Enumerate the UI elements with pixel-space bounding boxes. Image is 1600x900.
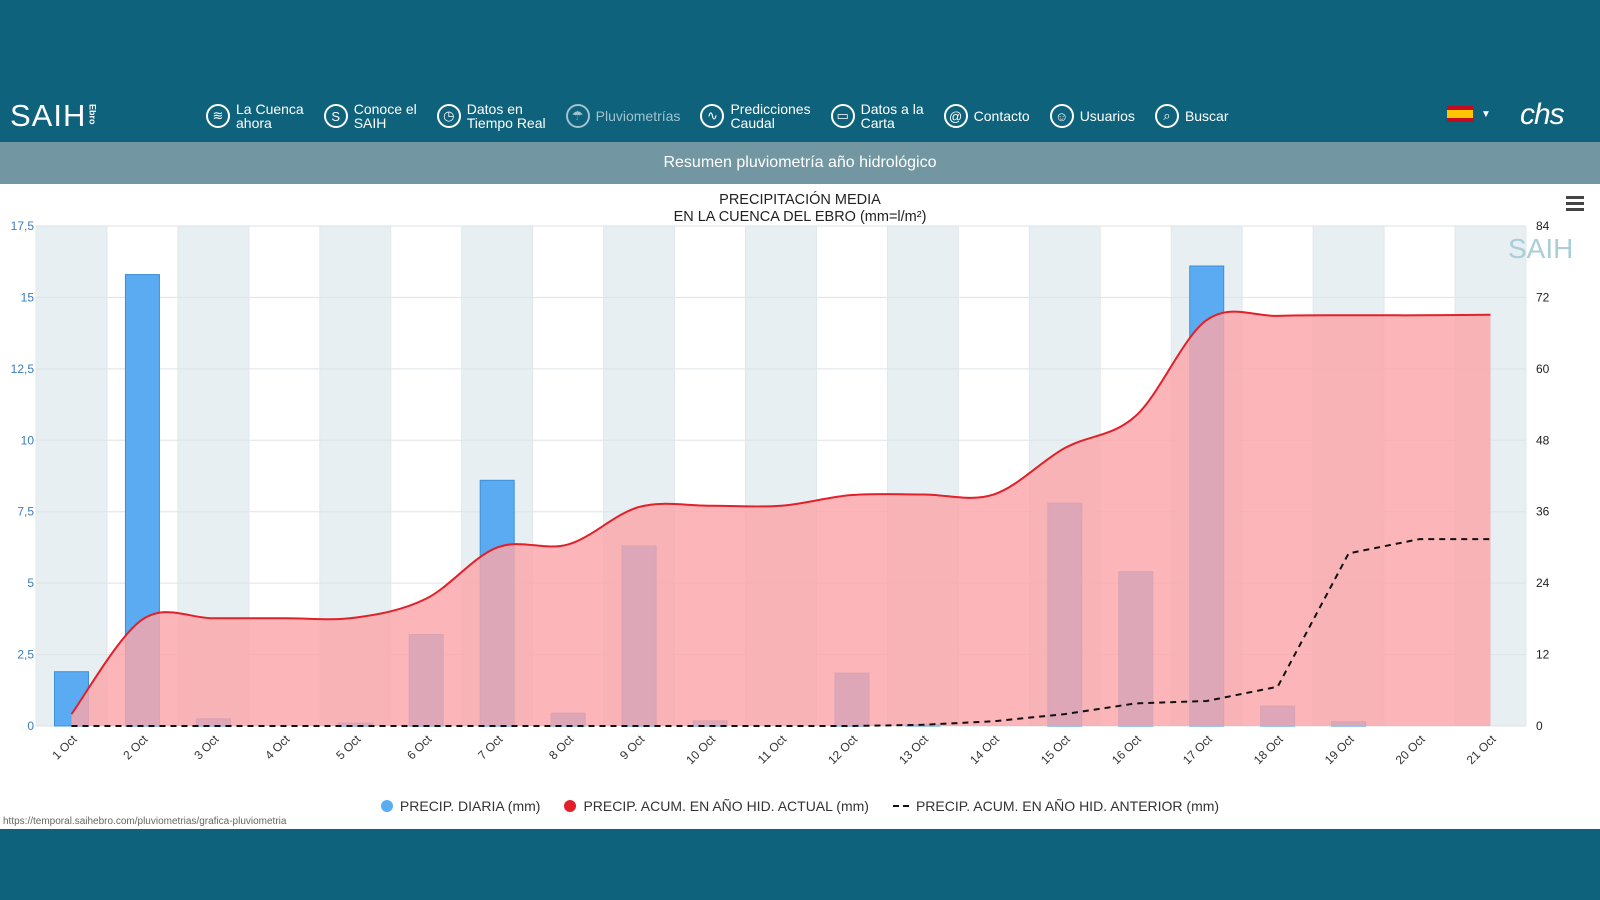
y-right-tick-label: 24 [1536, 576, 1550, 590]
x-tick-label: 6 Oct [404, 732, 435, 763]
umbrella-icon: ☂ [565, 104, 590, 128]
x-tick-label: 3 Oct [191, 732, 222, 763]
legend-item-diaria[interactable]: PRECIP. DIARIA (mm) [380, 798, 541, 814]
nav-item-datos-carta[interactable]: ▭ Datos a la Carta [830, 101, 924, 131]
nav-label-la-cuenca: La Cuenca ahora [236, 101, 304, 131]
nav-item-buscar[interactable]: ⌕ Buscar [1154, 104, 1229, 128]
legend-item-anterior[interactable]: PRECIP. ACUM. EN AÑO HID. ANTERIOR (mm) [892, 798, 1220, 814]
x-tick-label: 14 Oct [967, 732, 1002, 767]
x-tick-label: 13 Oct [896, 732, 931, 767]
y-left-tick-label: 0 [27, 719, 34, 733]
y-right-tick-label: 60 [1536, 362, 1550, 376]
y-left-tick-label: 7,5 [17, 505, 34, 519]
x-tick-label: 10 Oct [683, 732, 718, 767]
x-tick-label: 20 Oct [1393, 732, 1428, 767]
user-icon: ☺ [1049, 104, 1074, 128]
chart-legend: PRECIP. DIARIA (mm) PRECIP. ACUM. EN AÑO… [0, 798, 1600, 814]
x-tick-label: 9 Oct [617, 732, 648, 763]
top-navigation-bar: SAIH Ebro ≋ La Cuenca ahora S Conoce el SAI… [0, 0, 1600, 142]
chart-menu-button[interactable] [1566, 196, 1584, 214]
y-left-tick-label: 10 [21, 433, 35, 447]
page-url: https://temporal.saihebro.com/pluviometr… [3, 816, 287, 827]
y-right-tick-label: 48 [1536, 433, 1550, 447]
y-right-tick-label: 36 [1536, 505, 1550, 519]
logo-sub: Ebro [87, 104, 98, 125]
chs-logo[interactable]: chs [1520, 98, 1565, 131]
chart-title: PRECIPITACIÓN MEDIA [719, 192, 881, 208]
y-left-tick-label: 15 [21, 290, 35, 304]
x-tick-label: 16 Oct [1109, 732, 1144, 767]
line-acum-anterior [71, 538, 1491, 727]
x-tick-label: 4 Oct [262, 732, 293, 763]
y-right-tick-label: 72 [1536, 290, 1550, 304]
y-left-tick-label: 5 [27, 576, 34, 590]
legend-item-actual[interactable]: PRECIP. ACUM. EN AÑO HID. ACTUAL (mm) [564, 798, 869, 814]
nav-item-pluviometrias[interactable]: ☂ Pluviometrías [565, 104, 681, 128]
nav-item-contacto[interactable]: @ Contacto [943, 104, 1030, 128]
chart-watermark: SAIH [1508, 233, 1573, 264]
nav-label-pluviometrias: Pluviometrías [595, 108, 681, 124]
x-tick-label: 12 Oct [825, 732, 860, 767]
y-right-tick-label: 84 [1536, 219, 1550, 233]
nav-label-contacto: Contacto [973, 108, 1030, 124]
plot-band [36, 226, 107, 726]
nav-label-usuarios: Usuarios [1079, 108, 1135, 124]
x-tick-label: 1 Oct [49, 732, 80, 763]
legend-label-anterior: PRECIP. ACUM. EN AÑO HID. ANTERIOR (mm) [915, 798, 1220, 814]
chart-subtitle: EN LA CUENCA DEL EBRO (mm=l/m²) [673, 209, 927, 225]
x-tick-label: 5 Oct [333, 732, 364, 763]
nav-item-usuarios[interactable]: ☺ Usuarios [1049, 104, 1135, 128]
clock-icon: ◷ [436, 104, 461, 128]
nav-label-conoce: Conoce el SAIH [353, 101, 417, 131]
nav-label-datos-tiempo-real: Datos en Tiempo Real [466, 101, 546, 131]
nav-label-datos-carta: Datos a la Carta [860, 101, 924, 131]
chart-svg: SAIH 0 2,5 5 7,5 10 12,5 15 17,5 0 12 24 36 48 60 72 84 1… [11, 219, 1574, 767]
nav-label-predicciones: Predicciones Caudal [730, 101, 811, 131]
nav-item-conoce[interactable]: S Conoce el SAIH [323, 101, 417, 131]
nav-item-predicciones[interactable]: ∿ Predicciones Caudal [700, 101, 811, 131]
nav-label-buscar: Buscar [1184, 108, 1229, 124]
x-tick-label: 17 Oct [1180, 732, 1215, 767]
spain-flag-icon [1447, 106, 1473, 122]
search-icon: ⌕ [1154, 104, 1179, 128]
legend-label-diaria: PRECIP. DIARIA (mm) [399, 798, 541, 814]
folder-icon: ▭ [830, 104, 855, 128]
nav-item-datos-tiempo-real[interactable]: ◷ Datos en Tiempo Real [436, 101, 546, 131]
x-tick-label: 11 Oct [755, 732, 790, 767]
caret-down-icon: ▼ [1481, 108, 1491, 120]
x-tick-label: 7 Oct [475, 732, 506, 763]
area-acum-actual [71, 311, 1491, 726]
y-left-tick-label: 12,5 [11, 362, 35, 376]
x-tick-label: 15 Oct [1038, 732, 1073, 767]
main-nav: ≋ La Cuenca ahora S Conoce el SAIH ◷ Datos en… [206, 98, 1249, 134]
chart-line-icon: ∿ [700, 104, 725, 128]
y-right-tick-label: 0 [1536, 719, 1543, 733]
legend-label-actual: PRECIP. ACUM. EN AÑO HID. ACTUAL (mm) [583, 798, 869, 814]
language-selector[interactable]: ▼ [1447, 106, 1491, 122]
x-tick-label: 8 Oct [546, 732, 577, 763]
saih-logo[interactable]: SAIH Ebro [10, 98, 97, 134]
y-left-tick-label: 17,5 [11, 219, 35, 233]
y-right-tick-label: 12 [1536, 648, 1550, 662]
waves-icon: ≋ [206, 104, 230, 128]
y-left-tick-label: 2,5 [17, 648, 34, 662]
nav-item-la-cuenca[interactable]: ≋ La Cuenca ahora [206, 102, 304, 130]
chart-panel: SAIH 0 2,5 5 7,5 10 12,5 15 17,5 0 12 24 36 48 60 72 84 1… [0, 184, 1600, 829]
logo-word: SAIH [10, 98, 87, 133]
x-tick-label: 18 Oct [1251, 732, 1286, 767]
info-s-icon: S [323, 104, 348, 128]
at-icon: @ [943, 104, 968, 128]
x-tick-label: 2 Oct [120, 732, 151, 763]
x-tick-label: 19 Oct [1322, 732, 1357, 767]
line-acum-actual [70, 310, 1491, 715]
page-subheader: Resumen pluviometría año hidrológico [0, 142, 1600, 184]
x-tick-label: 21 Oct [1464, 732, 1499, 767]
